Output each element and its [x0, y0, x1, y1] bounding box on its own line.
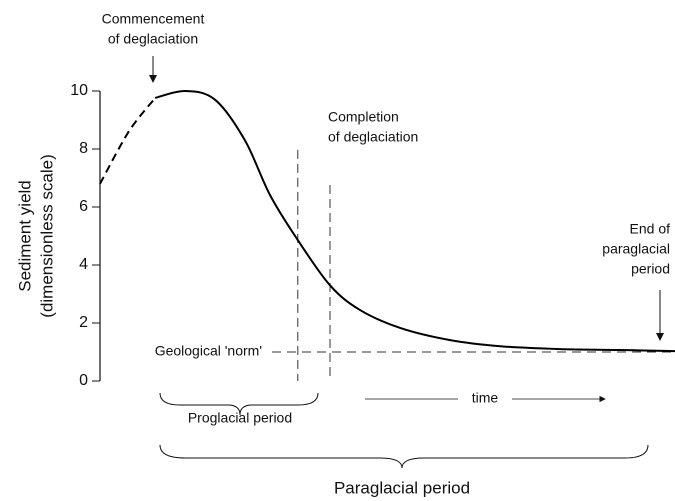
- annotation: Paraglacial period: [334, 478, 470, 497]
- y-axis-label: Sediment yield: [15, 180, 34, 292]
- y-tick-label: 2: [79, 314, 88, 331]
- line-series: [154, 89, 675, 353]
- annotation: paraglacial: [602, 241, 670, 257]
- annotation: Commencement: [102, 11, 205, 27]
- line-series: [99, 97, 156, 185]
- annotation: of deglaciation: [108, 31, 198, 47]
- annotation: End of: [630, 221, 671, 237]
- norm-label: Geological 'norm': [155, 343, 262, 359]
- brace: [159, 444, 649, 469]
- y-tick-label: 6: [79, 198, 88, 215]
- y-tick-label: 8: [79, 140, 88, 157]
- label-bg: [458, 390, 512, 408]
- y-axis-label: (dimensionless scale): [37, 154, 56, 317]
- y-tick-label: 4: [79, 256, 88, 273]
- annotation: Proglacial period: [188, 410, 292, 426]
- annotation: time: [472, 390, 499, 406]
- annotation: Completion: [328, 109, 399, 125]
- annotation: period: [631, 261, 670, 277]
- brace: [159, 392, 319, 416]
- y-tick-label: 10: [70, 82, 88, 99]
- y-tick-label: 0: [79, 372, 88, 389]
- annotation: of deglaciation: [328, 129, 418, 145]
